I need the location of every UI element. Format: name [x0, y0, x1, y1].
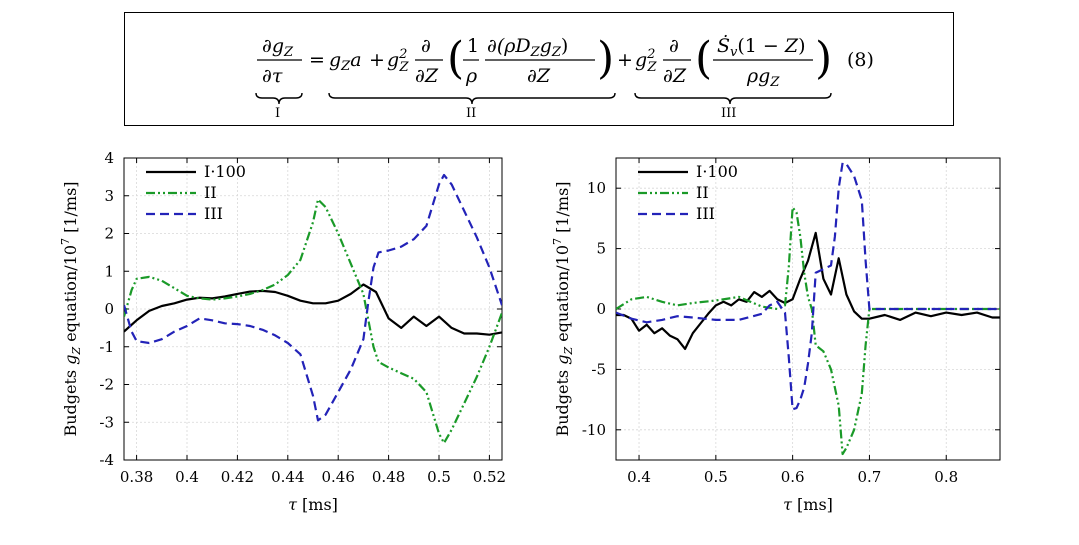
lhs-denominator: ∂τ	[262, 65, 283, 87]
y-tick-label: 5	[596, 240, 606, 258]
x-tick-label: 0.5	[704, 468, 728, 486]
term-ii-coef: g2 Z	[387, 47, 409, 75]
legend-label-0: I·100	[204, 162, 246, 181]
y-tick-label: 0	[104, 300, 114, 318]
lhs-numerator: ∂gZ	[262, 35, 294, 60]
series-line-0	[616, 231, 1000, 350]
y-tick-label: 2	[104, 225, 114, 243]
y-axis-label: Budgets gZ equation/107 [1/ms]	[551, 181, 575, 436]
x-tick-label: 0.44	[271, 468, 304, 486]
x-tick-label: 0.8	[934, 468, 958, 486]
term-iii-coef: g2 Z	[635, 47, 657, 75]
equation-box: ∂gZ ∂τ = gZa + g2 Z ∂ ∂Z ( 1 ρ ∂(ρDZgZ) ∂…	[124, 12, 954, 126]
x-tick-label: 0.4	[175, 468, 199, 486]
y-axis-label: Budgets gZ equation/107 [1/ms]	[59, 181, 83, 436]
equals-sign: =	[309, 49, 325, 71]
term-iii-d-den: ∂Z	[663, 65, 687, 87]
legend-label-2: III	[204, 204, 223, 223]
y-tick-label: 4	[104, 149, 114, 167]
brace-label-iii: III	[721, 106, 736, 121]
brace-ii	[328, 92, 616, 105]
brace-iii	[634, 92, 832, 105]
x-tick-label: 0.6	[781, 468, 805, 486]
chart-left: 0.38 0.4 0.42 0.44 0.46 0.48 0.5 0.52 -4 -3 -2 -1 0 1…	[59, 149, 506, 514]
y-tick-label: -2	[99, 376, 114, 394]
legend-label-1: II	[696, 183, 709, 202]
term-ii-one: 1	[467, 35, 479, 57]
y-tick-label: -10	[582, 421, 606, 439]
x-axis-label: τ [ms]	[288, 495, 338, 514]
x-tick-label: 0.42	[221, 468, 254, 486]
series-line-2	[616, 161, 1000, 411]
y-tick-label: 1	[104, 262, 114, 280]
x-axis-label: τ [ms]	[783, 495, 833, 514]
brace-label-ii: II	[466, 106, 476, 121]
term-ii-lparen: (	[447, 33, 464, 84]
x-tick-label: 0.46	[321, 468, 354, 486]
plus-sign-1: +	[369, 49, 385, 71]
legend-label-0: I·100	[696, 162, 738, 181]
y-tick-label: -3	[99, 413, 114, 431]
term-ii-rparen: )	[597, 33, 614, 84]
chart-right: 0.4 0.5 0.6 0.7 0.8 -10 -5 0 5 10 τ [ms] Budgets gZ…	[551, 157, 1001, 514]
x-tick-label: 0.48	[372, 468, 405, 486]
legend-label-2: III	[696, 204, 715, 223]
brace-label-i: I	[275, 106, 280, 121]
term-ii-rho: ρ	[465, 65, 478, 87]
term-iii-lparen: (	[695, 33, 712, 84]
x-tick-label: 0.38	[120, 468, 153, 486]
equation-number: (8)	[847, 49, 874, 71]
y-tick-label: -1	[99, 338, 114, 356]
term-iii-rparen: )	[815, 33, 832, 84]
equation-figure: ∂gZ ∂τ = gZa + g2 Z ∂ ∂Z ( 1 ρ ∂(ρDZgZ) ∂…	[255, 33, 874, 121]
series-line-1	[616, 206, 1000, 456]
legend-label-1: II	[204, 183, 217, 202]
series-line-1	[124, 198, 502, 445]
brace-i	[255, 92, 303, 105]
series-line-2	[124, 173, 502, 422]
term-iii-d-num: ∂	[669, 35, 679, 57]
y-tick-label: 10	[587, 179, 606, 197]
y-tick-label: 3	[104, 187, 114, 205]
y-tick-label: -4	[99, 451, 114, 469]
x-tick-label: 0.52	[473, 468, 506, 486]
x-tick-label: 0.4	[627, 468, 651, 486]
x-tick-label: 0.7	[858, 468, 882, 486]
term-ii-d-den: ∂Z	[415, 65, 439, 87]
term-ii-flux-den: ∂Z	[527, 65, 551, 87]
term-ii-d-num: ∂	[421, 35, 431, 57]
series-line-0	[124, 283, 502, 336]
plus-sign-2: +	[617, 49, 633, 71]
y-tick-label: -5	[591, 360, 606, 378]
y-tick-label: 0	[596, 300, 606, 318]
x-tick-label: 0.5	[427, 468, 451, 486]
